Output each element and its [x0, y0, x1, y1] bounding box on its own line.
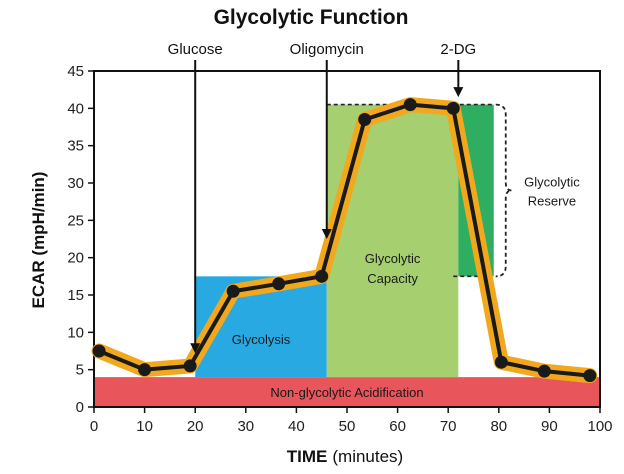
- x-axis-title-bold: TIME: [287, 447, 328, 466]
- data-point: [537, 364, 551, 378]
- chart-title: Glycolytic Function: [214, 6, 409, 29]
- x-tick-label: 70: [440, 418, 457, 435]
- y-tick-label: 10: [67, 324, 84, 341]
- y-tick-label: 40: [67, 100, 84, 117]
- x-tick-label: 30: [237, 418, 254, 435]
- x-tick-label: 50: [339, 418, 356, 435]
- injection-arrowhead: [321, 229, 332, 239]
- injection-arrowhead: [190, 343, 201, 354]
- region-glycolytic-capacity: [326, 104, 459, 378]
- x-tick-label: 10: [136, 418, 153, 435]
- y-tick-label: 20: [67, 250, 84, 267]
- data-point: [92, 344, 106, 358]
- reserve-label-line2: Reserve: [528, 193, 576, 208]
- y-tick-label: 45: [67, 63, 84, 80]
- series-line: [97, 102, 592, 378]
- data-point: [226, 284, 240, 298]
- y-tick-label: 25: [67, 212, 84, 229]
- region-non-glycolytic-acidification: [94, 377, 600, 407]
- non-glycolytic-label: Non-glycolytic Acidification: [270, 385, 423, 400]
- x-tick-label: 20: [187, 418, 204, 435]
- x-tick-label: 80: [490, 418, 507, 435]
- glycolysis-label: Glycolysis: [232, 332, 291, 347]
- capacity-label-line2: Capacity: [367, 271, 418, 286]
- x-axis-title-unit: (minutes): [332, 447, 403, 466]
- data-point: [446, 101, 460, 115]
- x-tick-label: 90: [541, 418, 558, 435]
- x-tick-label: 0: [90, 418, 98, 435]
- y-tick-label: 0: [76, 399, 84, 416]
- y-tick-label: 15: [67, 287, 84, 304]
- injection-label: Oligomycin: [290, 41, 364, 58]
- reserve-label-line1: Glycolytic: [524, 175, 580, 190]
- data-point: [272, 277, 286, 291]
- injection-label: Glucose: [168, 41, 223, 58]
- injection-arrowhead: [453, 87, 464, 98]
- x-axis-title: TIME (minutes): [287, 447, 403, 466]
- x-tick-label: 60: [389, 418, 406, 435]
- y-axis-title: ECAR (mpH/min): [29, 172, 48, 309]
- x-tick-label: 40: [288, 418, 305, 435]
- data-point: [138, 363, 152, 377]
- reserve-brace: [495, 103, 512, 278]
- y-tick-label: 30: [67, 175, 84, 192]
- data-point: [183, 359, 197, 373]
- data-point: [403, 98, 417, 112]
- data-point: [315, 269, 329, 283]
- data-point: [494, 355, 508, 369]
- x-tick-label: 100: [587, 418, 612, 435]
- y-tick-label: 35: [67, 138, 84, 155]
- capacity-label-line1: Glycolytic: [365, 251, 421, 266]
- data-point: [358, 113, 372, 127]
- y-tick-label: 5: [76, 362, 84, 379]
- injection-label: 2-DG: [440, 41, 476, 58]
- data-point: [583, 369, 597, 383]
